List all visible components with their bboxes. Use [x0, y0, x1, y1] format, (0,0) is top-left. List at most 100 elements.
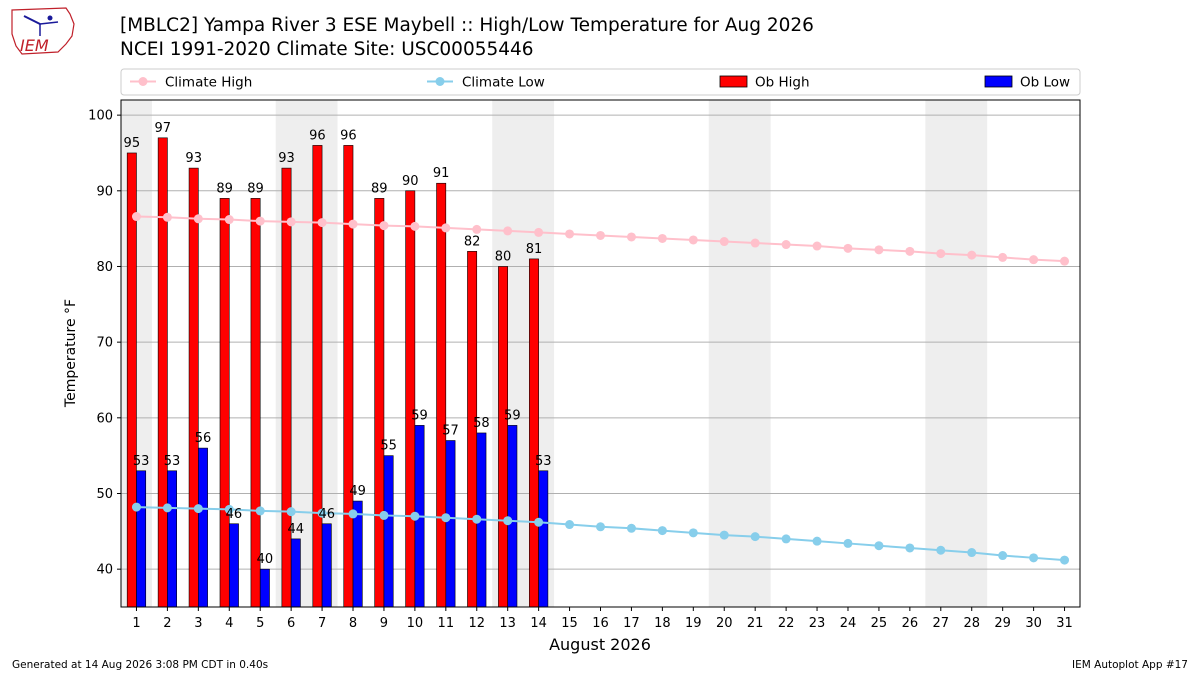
- x-tick-label-15: 15: [561, 616, 578, 631]
- ob-high-label-9: 89: [371, 181, 388, 196]
- ob-low-label-8: 49: [349, 484, 366, 499]
- climate-high-point-26: [905, 246, 915, 256]
- y-tick-label-90: 90: [96, 184, 113, 199]
- climate-lines: [131, 212, 1070, 565]
- x-tick-label-21: 21: [747, 616, 764, 631]
- climate-low-point-29: [998, 551, 1008, 561]
- legend-ob-low-label: Ob Low: [1020, 75, 1070, 91]
- ob-high-label-13: 80: [495, 249, 512, 264]
- x-tick-label-17: 17: [623, 616, 640, 631]
- climate-low-point-28: [967, 548, 977, 558]
- climate-low-point-27: [936, 545, 946, 555]
- y-axis: 40 50 60 70 80 90 100: [88, 109, 121, 578]
- x-tick-label-8: 8: [349, 616, 357, 631]
- ob-high-bar-14: [529, 258, 539, 608]
- climate-low-point-3: [193, 504, 203, 514]
- ob-high-label-12: 82: [464, 234, 481, 249]
- ob-high-label-8: 96: [340, 128, 357, 143]
- x-axis-label: August 2026: [549, 635, 651, 654]
- ob-low-label-4: 46: [226, 507, 243, 522]
- x-tick-label-26: 26: [902, 616, 919, 631]
- climate-high-point-21: [750, 238, 760, 248]
- climate-low-point-14: [534, 517, 544, 527]
- ob-high-label-10: 90: [402, 174, 419, 189]
- climate-high-point-17: [626, 232, 636, 242]
- climate-high-point-7: [317, 218, 327, 228]
- x-tick-label-16: 16: [592, 616, 609, 631]
- climate-low-point-22: [781, 534, 791, 544]
- legend-frame: [120, 68, 1081, 96]
- climate-high-point-23: [812, 241, 822, 251]
- x-tick-label-11: 11: [438, 616, 455, 631]
- climate-low-point-18: [657, 526, 667, 536]
- climate-low-point-23: [812, 536, 822, 546]
- ob-low-bar-3: [198, 447, 208, 608]
- ob-high-bars: [126, 137, 539, 608]
- ob-high-bar-3: [188, 167, 199, 608]
- ob-high-bar-5: [250, 198, 261, 608]
- ob-high-bar-7: [312, 145, 323, 608]
- legend-ob-low-swatch: [984, 75, 1013, 88]
- climate-low-point-25: [874, 541, 884, 551]
- ob-low-label-1: 53: [133, 454, 150, 469]
- climate-low-point-9: [379, 510, 389, 520]
- climate-low-point-8: [348, 509, 358, 519]
- legend: Climate High Climate Low Ob High Ob Low: [120, 68, 1081, 96]
- ob-high-bar-2: [157, 137, 168, 608]
- legend-climate-low-marker: [435, 77, 445, 86]
- y-tick-label-60: 60: [96, 411, 113, 426]
- legend-climate-high-label: Climate High: [165, 75, 252, 91]
- chart-subtitle: NCEI 1991-2020 Climate Site: USC00055446: [120, 39, 534, 60]
- climate-low-point-1: [131, 502, 141, 512]
- ob-low-label-3: 56: [195, 431, 212, 446]
- x-tick-label-10: 10: [407, 616, 424, 631]
- climate-high-point-5: [255, 216, 265, 226]
- ob-low-label-5: 40: [257, 552, 274, 567]
- ob-high-label-2: 97: [154, 121, 171, 136]
- climate-high-point-4: [224, 215, 234, 225]
- climate-high-point-2: [162, 212, 172, 222]
- climate-low-point-15: [565, 520, 575, 530]
- x-axis: 1 2 3 4 5 6 7 8 9 10 11 12 13 14 15 16 17 18 19 20 21 22 23 24 2…: [132, 607, 1073, 631]
- x-tick-label-27: 27: [933, 616, 950, 631]
- climate-low-line: [136, 506, 1065, 562]
- climate-high-point-13: [503, 226, 513, 236]
- ob-low-bar-13: [507, 425, 518, 608]
- ob-low-label-6: 44: [288, 522, 305, 537]
- climate-high-point-14: [534, 227, 544, 237]
- x-tick-label-20: 20: [716, 616, 733, 631]
- climate-high-point-11: [441, 223, 451, 233]
- climate-low-point-31: [1060, 555, 1070, 565]
- x-tick-label-3: 3: [194, 616, 202, 631]
- weather-station-icon: [23, 15, 41, 25]
- climate-high-point-29: [998, 252, 1008, 262]
- climate-low-point-13: [503, 516, 513, 526]
- ob-high-bar-13: [498, 266, 508, 608]
- ob-high-label-14: 81: [526, 242, 543, 257]
- ob-low-bars: [136, 425, 549, 608]
- ob-low-label-14: 53: [535, 454, 552, 469]
- logo-text: IEM: [20, 36, 49, 55]
- climate-low-point-4: [224, 504, 234, 514]
- generated-note: Generated at 14 Aug 2026 3:08 PM CDT in …: [12, 659, 268, 671]
- climate-low-point-20: [719, 530, 729, 540]
- ob-low-label-13: 59: [504, 408, 521, 423]
- iowa-outline-icon: [11, 7, 75, 55]
- legend-climate-high-marker: [138, 77, 148, 86]
- grid-lines: [121, 114, 1080, 570]
- ob-low-bar-4: [228, 523, 239, 608]
- iem-logo: IEM: [11, 7, 75, 55]
- x-tick-label-23: 23: [809, 616, 826, 631]
- ob-high-bar-6: [281, 167, 292, 608]
- ob-low-bar-1: [136, 470, 147, 608]
- x-tick-label-12: 12: [468, 616, 485, 631]
- climate-high-point-15: [565, 229, 575, 239]
- climate-high-point-18: [657, 233, 667, 243]
- ob-low-bar-2: [167, 470, 177, 608]
- station-arm: [39, 21, 59, 25]
- x-tick-label-7: 7: [318, 616, 326, 631]
- x-tick-label-22: 22: [778, 616, 795, 631]
- ob-low-label-2: 53: [164, 454, 181, 469]
